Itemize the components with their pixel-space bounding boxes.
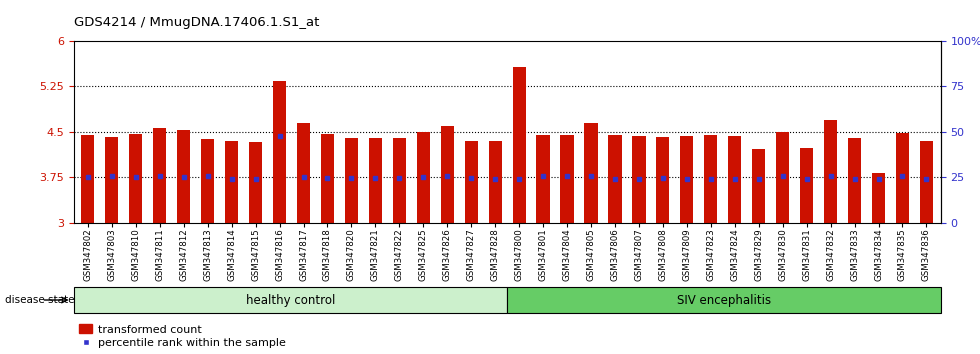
Bar	[609, 135, 621, 223]
Bar	[920, 141, 933, 223]
Bar	[632, 136, 646, 223]
Bar	[776, 132, 789, 223]
Bar	[201, 139, 215, 223]
Bar	[153, 127, 167, 223]
Bar	[177, 130, 190, 223]
Bar	[249, 142, 263, 223]
Bar	[441, 126, 454, 223]
Text: GDS4214 / MmugDNA.17406.1.S1_at: GDS4214 / MmugDNA.17406.1.S1_at	[74, 16, 318, 29]
Bar	[225, 141, 238, 223]
Text: SIV encephalitis: SIV encephalitis	[677, 293, 771, 307]
Bar	[848, 138, 861, 223]
Bar	[536, 135, 550, 223]
Bar	[800, 148, 813, 223]
Bar	[393, 138, 406, 223]
Bar	[680, 136, 694, 223]
Bar	[368, 138, 382, 223]
Bar	[728, 136, 741, 223]
Bar	[872, 173, 885, 223]
Bar	[584, 123, 598, 223]
Bar	[297, 123, 310, 223]
Bar	[105, 137, 119, 223]
Bar	[705, 135, 717, 223]
Bar	[345, 138, 358, 223]
Bar	[465, 141, 478, 223]
Bar	[896, 133, 909, 223]
Bar	[824, 120, 837, 223]
Bar	[129, 134, 142, 223]
Text: disease state: disease state	[5, 295, 74, 305]
Bar	[657, 137, 669, 223]
Bar	[752, 149, 765, 223]
Bar	[320, 134, 334, 223]
Bar	[273, 81, 286, 223]
Text: healthy control: healthy control	[246, 293, 335, 307]
Bar	[513, 67, 525, 223]
Legend: transformed count, percentile rank within the sample: transformed count, percentile rank withi…	[79, 324, 286, 348]
Bar	[416, 132, 430, 223]
Bar	[561, 135, 573, 223]
Bar	[489, 141, 502, 223]
Bar	[81, 135, 94, 223]
